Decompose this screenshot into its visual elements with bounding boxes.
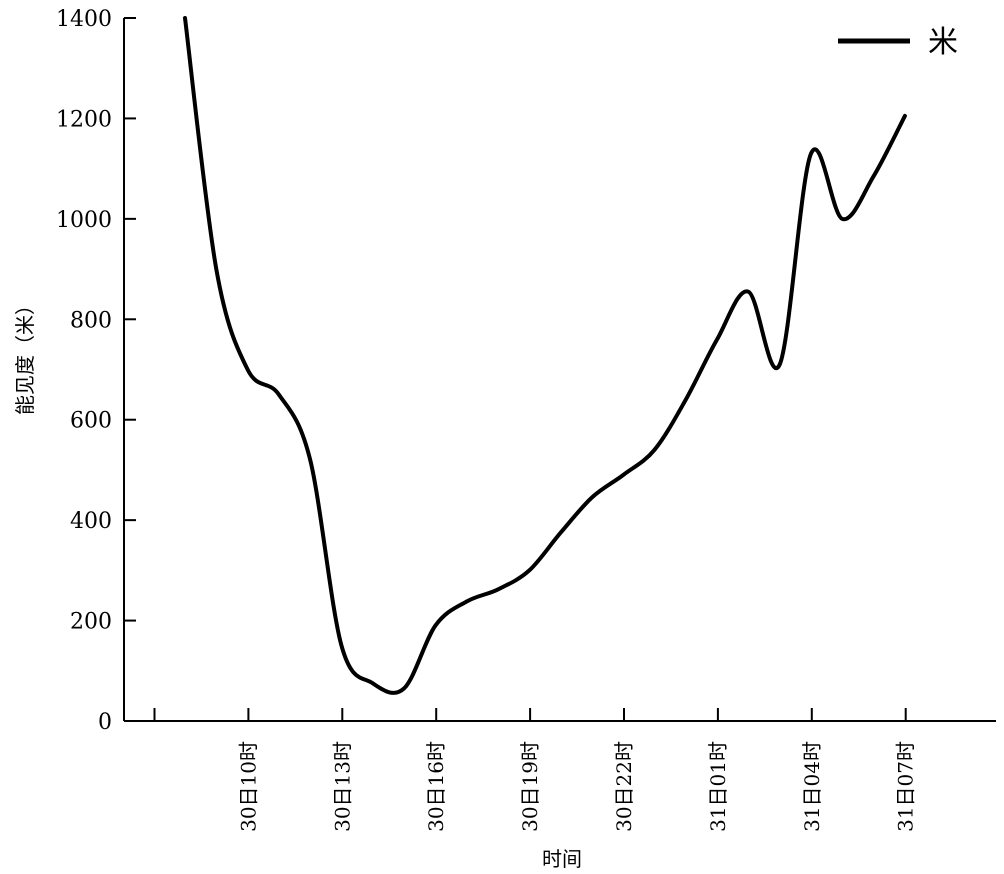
x-axis-ticks: 30日10时 30日13时 30日16时 30日19时 30日22时 31日01时 31日0… — [153, 708, 918, 832]
y-tick-label: 1000 — [56, 208, 112, 233]
x-tick-label: 30日13时 — [330, 741, 354, 832]
y-tick-label: 600 — [70, 409, 112, 434]
y-tick-label: 200 — [70, 610, 112, 635]
series-line — [183, 16, 907, 695]
legend-label: 米 — [928, 25, 958, 60]
x-tick-label: 30日16时 — [424, 741, 448, 832]
x-tick-label: 31日07时 — [894, 741, 918, 832]
y-tick-label: 0 — [98, 710, 112, 735]
y-axis-title: 能见度（米） — [13, 295, 37, 415]
x-axis-title: 时间 — [542, 847, 582, 871]
y-tick-label: 1400 — [56, 7, 112, 32]
x-tick-label: 30日10时 — [236, 741, 260, 832]
y-tick-label: 1200 — [56, 107, 112, 132]
legend: 米 — [838, 25, 958, 60]
x-tick-label: 30日19时 — [518, 741, 542, 832]
y-tick-label: 800 — [70, 308, 112, 333]
x-tick-label: 31日04时 — [800, 741, 824, 832]
x-tick-label: 31日01时 — [706, 741, 730, 832]
y-axis-ticks: 0 200 400 600 800 1000 1200 1400 — [56, 7, 136, 735]
x-tick-label: 30日22时 — [612, 741, 636, 832]
y-tick-label: 400 — [70, 509, 112, 534]
